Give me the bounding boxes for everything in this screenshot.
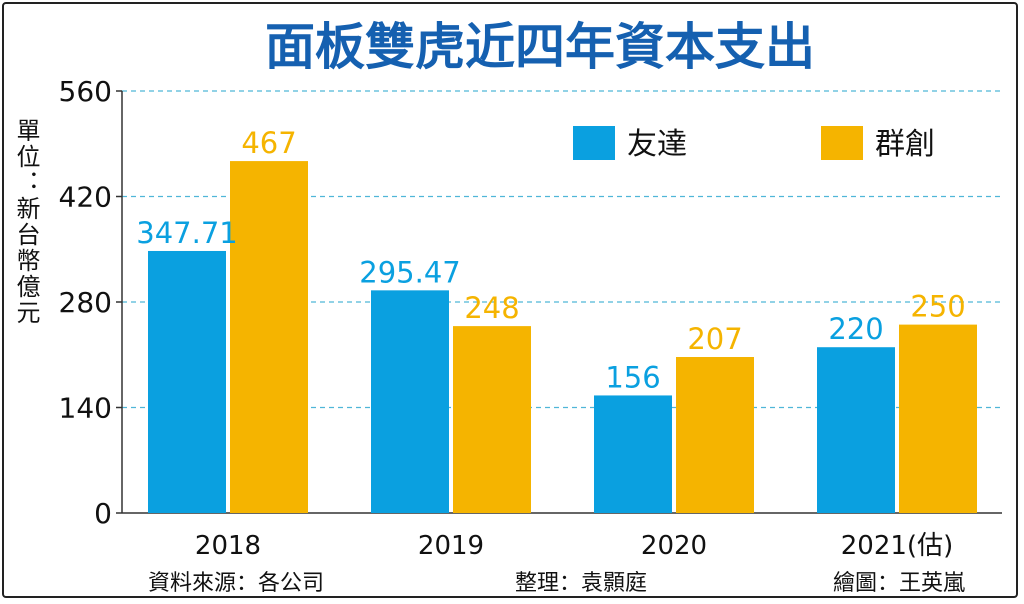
bar-群創-2021(估) <box>899 324 977 513</box>
category-labels: 2018 2019 2020 2021(估) <box>195 531 953 561</box>
category-label: 2021(估) <box>841 531 953 561</box>
category-label: 2020 <box>641 531 707 561</box>
legend-label: 群創 <box>875 127 935 162</box>
legend-swatch <box>573 126 615 160</box>
bars <box>148 161 977 513</box>
y-tick-label: 0 <box>94 497 112 530</box>
legend: 友達 群創 <box>573 126 935 162</box>
data-label: 248 <box>464 291 519 325</box>
bar-友達-2018 <box>148 250 226 513</box>
data-label: 250 <box>910 290 965 324</box>
y-tick-label: 420 <box>59 181 112 214</box>
data-label: 207 <box>687 322 742 356</box>
y-tick-label: 140 <box>59 392 112 425</box>
y-tick-label: 280 <box>59 286 112 319</box>
footer: 資料來源：各公司 整理：袁顥庭 繪圖：王英嵐 <box>148 571 965 596</box>
legend-swatch <box>821 126 863 160</box>
artist-note: 繪圖：王英嵐 <box>833 571 965 596</box>
data-label: 295.47 <box>359 255 460 289</box>
source-note: 資料來源：各公司 <box>148 571 324 596</box>
data-label: 467 <box>241 126 296 160</box>
data-label: 347.71 <box>136 216 237 250</box>
bar-群創-2020 <box>676 357 754 513</box>
y-axis-label: 單位：新台幣億元 <box>12 118 40 326</box>
bar-群創-2019 <box>453 326 531 513</box>
legend-label: 友達 <box>627 127 687 162</box>
editor-note: 整理：袁顥庭 <box>515 571 647 596</box>
bar-友達-2019 <box>371 290 449 513</box>
bar-群創-2018 <box>230 161 308 513</box>
bar-友達-2021(估) <box>817 347 895 513</box>
category-label: 2019 <box>418 531 484 561</box>
y-axis-ticks: 0 140 280 420 560 <box>59 75 1002 530</box>
bar-友達-2020 <box>594 395 672 513</box>
category-label: 2018 <box>195 531 261 561</box>
y-tick-label: 560 <box>59 75 112 108</box>
data-label: 156 <box>605 360 660 394</box>
y-axis-title: 單位：新台幣億元 <box>12 118 40 326</box>
chart-title: 面板雙虎近四年資本支出 <box>265 18 815 76</box>
data-label: 220 <box>828 312 883 346</box>
